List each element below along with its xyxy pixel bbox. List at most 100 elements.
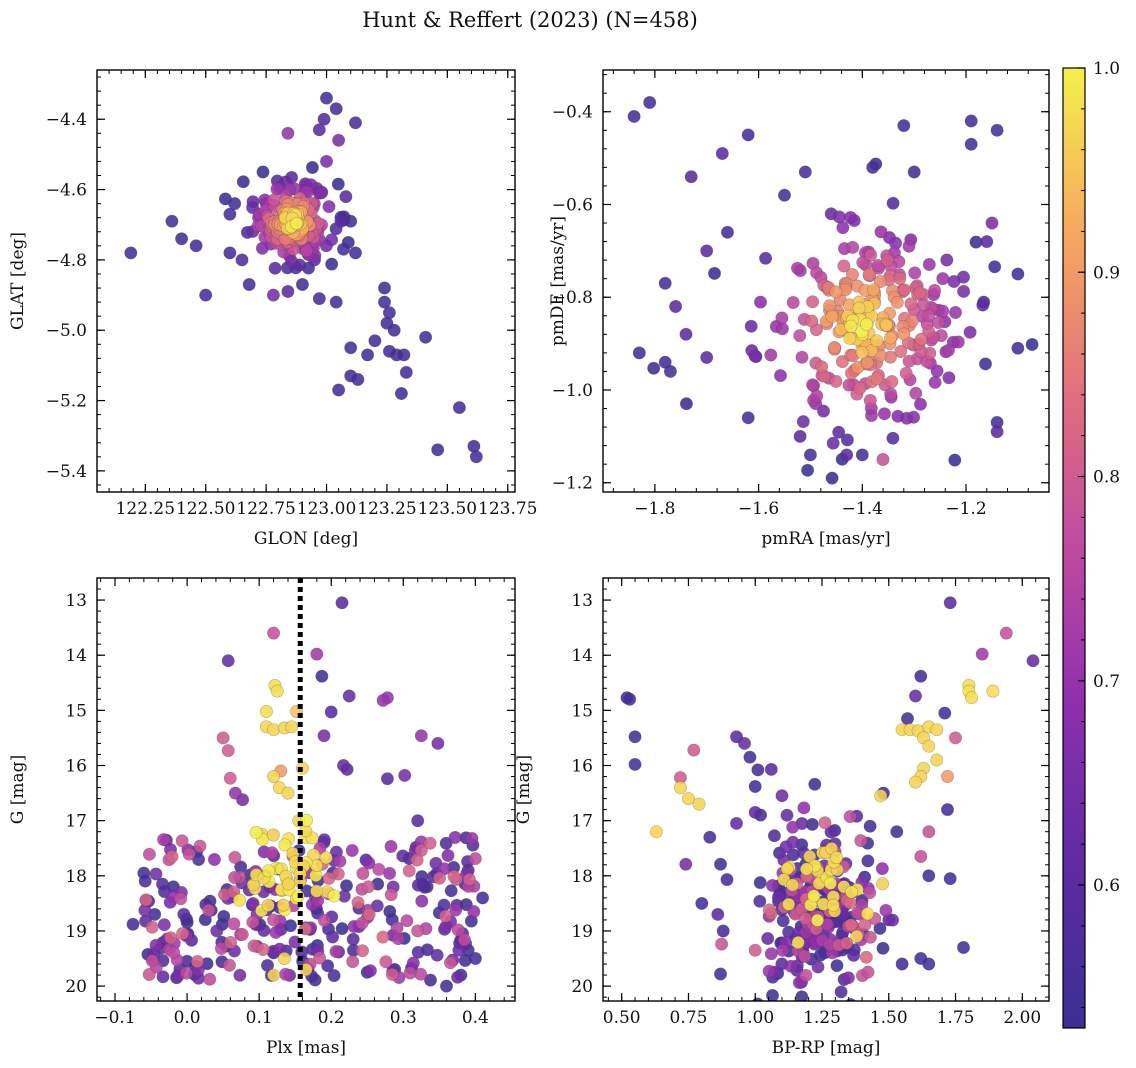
- scatter-point: [223, 207, 237, 221]
- scatter-point: [398, 768, 412, 782]
- scatter-point: [900, 712, 914, 726]
- scatter-point: [776, 914, 790, 928]
- scatter-point: [268, 261, 282, 275]
- scatter-point: [824, 825, 838, 839]
- scatter-point: [765, 878, 779, 892]
- y-tick-label: −0.4: [552, 103, 593, 123]
- scatter-point: [299, 813, 313, 827]
- scatter-point: [904, 297, 918, 311]
- scatter-point: [246, 896, 260, 910]
- scatter-point: [681, 792, 695, 806]
- x-tick-label: 122.50: [176, 499, 235, 519]
- scatter-point: [899, 366, 913, 380]
- scatter-point: [281, 786, 295, 800]
- scatter-point: [716, 924, 730, 938]
- scatter-point: [138, 874, 152, 888]
- scatter-point: [914, 332, 928, 346]
- scatter-point: [922, 957, 936, 971]
- scatter-point: [325, 257, 339, 271]
- scatter-point: [397, 348, 411, 362]
- scatter-point: [443, 956, 457, 970]
- scatter-point: [1025, 337, 1039, 351]
- scatter-point: [922, 825, 936, 839]
- scatter-point: [780, 808, 794, 822]
- scatter-point: [210, 924, 224, 938]
- scatter-point: [940, 769, 954, 783]
- scatter-point: [684, 170, 698, 184]
- scatter-point: [310, 884, 324, 898]
- figure-title: Hunt & Reffert (2023) (N=458): [362, 8, 698, 32]
- scatter-point: [217, 909, 231, 923]
- scatter-point: [942, 371, 956, 385]
- scatter-point: [267, 723, 281, 737]
- scatter-point: [228, 197, 242, 211]
- scatter-point: [811, 960, 825, 974]
- scatter-point: [663, 364, 677, 378]
- scatter-point: [221, 744, 235, 758]
- scatter-point: [870, 334, 884, 348]
- scatter-point: [356, 866, 370, 880]
- scatter-point: [363, 964, 377, 978]
- scatter-point: [376, 930, 390, 944]
- plot-frame: [96, 577, 516, 1002]
- scatter-point: [799, 862, 813, 876]
- scatter-point: [975, 647, 989, 661]
- scatter-point: [267, 193, 281, 207]
- colorbar-gradient: [1062, 67, 1086, 1029]
- scatter-point: [827, 341, 841, 355]
- colorbar-tick-label: 0.6: [1093, 876, 1120, 896]
- scatter-point: [411, 814, 425, 828]
- scatter-point: [988, 260, 1002, 274]
- x-tick-label: 1.25: [803, 1008, 841, 1028]
- scatter-point: [216, 731, 230, 745]
- scatter-point: [390, 921, 404, 935]
- scatter-point: [785, 878, 799, 892]
- scatter-point: [333, 854, 347, 868]
- scatter-point: [856, 256, 870, 270]
- scatter-point: [361, 348, 375, 362]
- scatter-point: [679, 397, 693, 411]
- scatter-point: [895, 957, 909, 971]
- scatter-point: [713, 857, 727, 871]
- scatter-point: [729, 816, 743, 830]
- scatter-point: [469, 450, 483, 464]
- scatter-point: [837, 259, 851, 273]
- scatter-point: [928, 283, 942, 297]
- scatter-point: [791, 935, 805, 949]
- scatter-point: [355, 944, 369, 958]
- data-points: [627, 96, 1039, 485]
- scatter-point: [411, 924, 425, 938]
- scatter-point: [816, 404, 830, 418]
- scatter-point: [249, 825, 263, 839]
- scatter-point: [319, 154, 333, 168]
- scatter-point: [223, 771, 237, 785]
- scatter-point: [439, 979, 453, 993]
- scatter-point: [936, 272, 950, 286]
- x-axis-label: BP-RP [mag]: [772, 1038, 881, 1058]
- scatter-point: [221, 654, 235, 668]
- scatter-point: [355, 916, 369, 930]
- scatter-point: [834, 985, 848, 999]
- scatter-point: [855, 448, 869, 462]
- x-tick-label: 122.75: [236, 499, 295, 519]
- scatter-point: [860, 317, 874, 331]
- scatter-point: [870, 372, 884, 386]
- scatter-point: [449, 903, 463, 917]
- scatter-point: [890, 295, 904, 309]
- scatter-point: [860, 356, 874, 370]
- scatter-point: [776, 943, 790, 957]
- scatter-point: [741, 411, 755, 425]
- scatter-point: [990, 123, 1004, 137]
- scatter-point: [908, 689, 922, 703]
- scatter-point: [762, 903, 776, 917]
- scatter-point: [628, 730, 642, 744]
- x-tick-label: 123.00: [297, 499, 356, 519]
- y-tick-label: −4.4: [46, 110, 87, 130]
- scatter-point: [847, 948, 861, 962]
- scatter-point: [873, 274, 887, 288]
- scatter-point: [957, 284, 971, 298]
- scatter-point: [351, 896, 365, 910]
- scatter-point: [329, 295, 343, 309]
- scatter-point: [737, 736, 751, 750]
- x-tick-label: −1.6: [738, 499, 779, 519]
